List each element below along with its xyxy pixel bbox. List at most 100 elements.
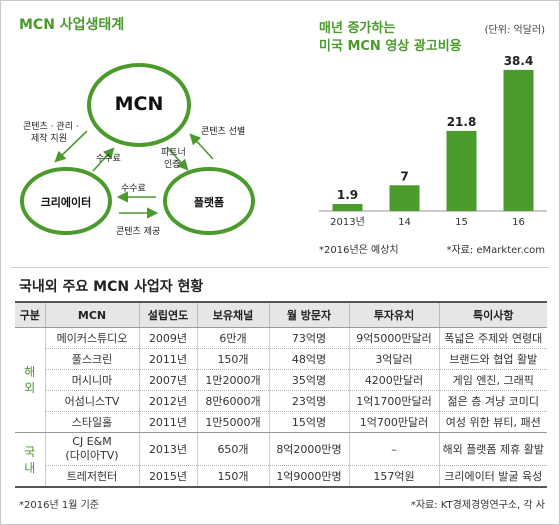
edge-label-fee-platform: 수수료 xyxy=(121,184,146,194)
edge-label-partner-2: 인증 xyxy=(164,160,181,170)
cell-investment: 3억달러 xyxy=(349,348,440,370)
ecosystem-diagram xyxy=(20,63,255,235)
cell-channels: 8만6000개 xyxy=(197,390,270,412)
table-row: 해 외 메이커스튜디오 2009년 6만개 73억명 9억5000만달러 폭넓은… xyxy=(15,327,547,433)
cell-founded: 2015년 xyxy=(139,465,198,488)
arrow-mcn-to-creator xyxy=(54,130,88,163)
x-tick-label: 2013년 xyxy=(330,216,365,228)
table-row: 스타일홀 2011년 1만5000개 15억명 1억700만달러 여성 위한 뷰… xyxy=(15,411,547,433)
table-row: 국 내 CJ E&M (다이아TV) 2013년 650개 8억2000만명 –… xyxy=(15,432,547,488)
table-header-row: 구분 MCN 설립연도 보유채널 월 방문자 투자유치 특이사항 xyxy=(15,301,547,328)
chart-title-line2: 미국 MCN 영상 광고비용 xyxy=(319,39,462,54)
cell-channels: 1만2000개 xyxy=(197,369,270,391)
creator-node xyxy=(20,167,112,235)
table-row: 머시니마 2007년 1만2000개 35억명 4200만달러 게임 엔진, 그… xyxy=(15,369,547,391)
cell-mcn: 머시니마 xyxy=(45,369,140,391)
cell-channels: 1만5000개 xyxy=(197,411,270,433)
cell-notes: 해외 플랫폼 제휴 활발 xyxy=(439,432,547,466)
cell-notes: 크리에이터 발굴 육성 xyxy=(439,465,547,488)
mcn-table: 구분 MCN 설립연도 보유채널 월 방문자 투자유치 특이사항 해 외 메이커… xyxy=(15,301,547,488)
chart-title-line1: 매년 증가하는 xyxy=(319,21,396,36)
cell-visitors: 23억명 xyxy=(269,390,350,412)
cell-visitors: 8억2000만명 xyxy=(269,432,350,466)
cell-notes: 게임 엔진, 그래픽 xyxy=(439,369,547,391)
cell-founded: 2011년 xyxy=(139,411,198,433)
chart-note: *2016년은 예상치 xyxy=(319,245,399,256)
platform-node-label: 플랫폼 xyxy=(193,196,225,209)
cell-mcn: CJ E&M (다이아TV) xyxy=(45,432,140,466)
arrow-platform-to-mcn xyxy=(189,133,214,160)
ecosystem-title: MCN 사업생태계 xyxy=(19,17,125,33)
x-tick-label: 16 xyxy=(512,217,525,228)
cell-notes: 브랜드와 협업 활발 xyxy=(439,348,547,370)
header-mcn: MCN xyxy=(45,301,140,328)
cell-channels: 6만개 xyxy=(197,327,270,349)
bar-0 xyxy=(332,204,363,211)
edge-label-fee-mcn: 수수료 xyxy=(96,154,121,164)
cell-investment: – xyxy=(349,432,440,466)
cell-channels: 150개 xyxy=(197,465,270,488)
edge-label-content-support-1: 콘텐츠 · 관리 · xyxy=(23,122,79,132)
cell-notes: 폭넓은 주제와 연령대 xyxy=(439,327,547,349)
header-founded: 설립연도 xyxy=(139,301,198,328)
creator-node-label: 크리에이터 xyxy=(40,196,92,209)
cell-visitors: 15억명 xyxy=(269,411,350,433)
section-divider xyxy=(11,267,549,268)
cell-mcn: 메이커스튜디오 xyxy=(45,327,140,349)
cell-founded: 2007년 xyxy=(139,369,198,391)
header-visitors: 월 방문자 xyxy=(269,301,350,328)
cell-mcn: 풀스크린 xyxy=(45,348,140,370)
cell-investment: 4200만달러 xyxy=(349,369,440,391)
edge-label-content-provide: 콘텐츠 제공 xyxy=(116,227,161,237)
table-footnote-date: *2016년 1월 기준 xyxy=(19,500,99,511)
arrow-creator-to-mcn xyxy=(92,147,115,172)
header-channels: 보유채널 xyxy=(197,301,270,328)
x-tick-label: 14 xyxy=(398,217,411,228)
bar-1 xyxy=(389,185,420,211)
bar-2 xyxy=(446,130,477,211)
arrow-mcn-to-platform xyxy=(166,146,189,171)
cell-investment: 1억700만달러 xyxy=(349,411,440,433)
bar-value-label: 38.4 xyxy=(504,56,534,68)
header-notes: 특이사항 xyxy=(439,301,547,328)
mcn-node-label: MCN xyxy=(114,93,164,115)
platform-node xyxy=(163,167,255,235)
table-row: 트레저헌터 2015년 150개 1억9000만명 157억원 크리에이터 발굴… xyxy=(15,465,547,488)
bar-value-label: 21.8 xyxy=(447,115,477,129)
bar-value-label: 1.9 xyxy=(337,188,358,202)
x-tick-label: 15 xyxy=(455,217,468,228)
cell-mcn: 트레저헌터 xyxy=(45,465,140,488)
table-title: 국내외 주요 MCN 사업자 현황 xyxy=(19,279,204,295)
cell-visitors: 1억9000만명 xyxy=(269,465,350,488)
cell-founded: 2012년 xyxy=(139,390,198,412)
cell-investment: 1억1700만달러 xyxy=(349,390,440,412)
bar-3 xyxy=(503,69,534,211)
edge-label-content-support-2: 제작 지원 xyxy=(31,134,67,144)
edge-label-content-selection: 콘텐츠 선별 xyxy=(201,127,246,137)
cell-investment: 9억5000만달러 xyxy=(349,327,440,349)
group-label-domestic: 국 내 xyxy=(15,432,46,488)
cell-visitors: 35억명 xyxy=(269,369,350,391)
table-row: 어섬니스TV 2012년 8만6000개 23억명 1억1700만달러 젊은 층… xyxy=(15,390,547,412)
header-category: 구분 xyxy=(15,301,46,328)
cell-founded: 2013년 xyxy=(139,432,198,466)
chart-unit: (단위: 억달러) xyxy=(484,25,545,36)
cell-visitors: 73억명 xyxy=(269,327,350,349)
cell-notes: 여성 위한 뷰티, 패션 xyxy=(439,411,547,433)
cell-visitors: 48억명 xyxy=(269,348,350,370)
edge-label-partner-1: 파트너 xyxy=(161,148,186,158)
table-footnote-source: *자료: KT경제경영연구소, 각 사 xyxy=(410,500,545,511)
cell-channels: 650개 xyxy=(197,432,270,466)
mcn-node xyxy=(87,63,191,147)
table-row: 풀스크린 2011년 150개 48억명 3억달러 브랜드와 협업 활발 xyxy=(15,348,547,370)
chart-source: *자료: eMarkter.com xyxy=(446,245,545,256)
cell-mcn: 어섬니스TV xyxy=(45,390,140,412)
cell-mcn: 스타일홀 xyxy=(45,411,140,433)
cell-founded: 2009년 xyxy=(139,327,198,349)
header-investment: 투자유치 xyxy=(349,301,440,328)
cell-founded: 2011년 xyxy=(139,348,198,370)
cell-notes: 젊은 층 겨냥 코미디 xyxy=(439,390,547,412)
cell-investment: 157억원 xyxy=(349,465,440,488)
cell-channels: 150개 xyxy=(197,348,270,370)
